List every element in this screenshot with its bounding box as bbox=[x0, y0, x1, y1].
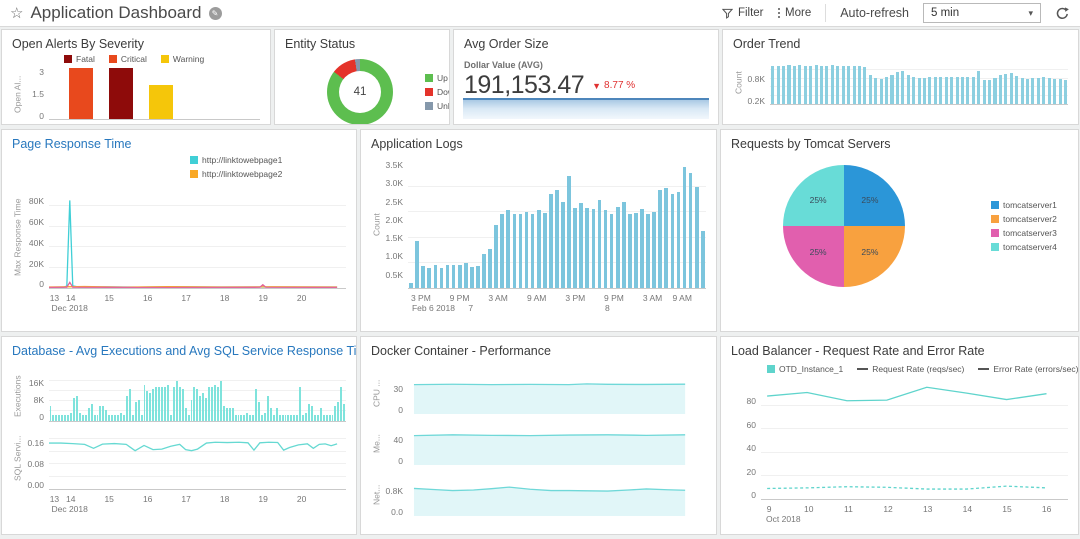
panel-title: Application Logs bbox=[371, 137, 463, 151]
header: ☆ Application Dashboard ✎ Filter More Au… bbox=[0, 0, 1080, 27]
entity-status-legend: UpDownUnknown bbox=[425, 73, 449, 111]
refresh-button[interactable] bbox=[1055, 6, 1070, 21]
delta-value: 8.77 % bbox=[604, 80, 636, 91]
triangle-down-icon: ▼ bbox=[592, 80, 602, 91]
tomcat-pie-chart[interactable]: 25% 25% 25% 25% bbox=[783, 165, 905, 287]
panel-title: Docker Container - Performance bbox=[371, 344, 551, 358]
tomcat-legend: tomcatserver1 tomcatserver2 tomcatserver3 t… bbox=[991, 200, 1057, 252]
y-axis-ticks: 80K 60K 40K 20K 0 bbox=[28, 196, 44, 290]
filter-label: Filter bbox=[737, 7, 764, 19]
kebab-icon bbox=[777, 7, 781, 19]
open-alerts-legend: Fatal Critical Warning bbox=[64, 54, 260, 64]
panel-title: Open Alerts By Severity bbox=[12, 37, 145, 51]
refresh-interval-select[interactable]: 5 min ▾ bbox=[923, 3, 1041, 23]
load-balancer-legend: OTD_Instance_1 Request Rate (reqs/sec) Err… bbox=[767, 364, 1078, 374]
y-axis-label: Net... bbox=[371, 484, 382, 506]
panel-title: Order Trend bbox=[733, 37, 801, 51]
panel-application-logs: Application Logs Count 3.5K 3.0K 2.5K 2.0K 1… bbox=[360, 129, 717, 332]
open-alerts-bar-chart[interactable] bbox=[49, 68, 260, 120]
avg-order-trend-area bbox=[463, 98, 709, 119]
refresh-icon bbox=[1056, 6, 1069, 19]
docker-cpu-area-chart[interactable] bbox=[408, 372, 706, 414]
database-sql-line-chart[interactable] bbox=[49, 426, 346, 490]
panel-title-link[interactable]: Page Response Time bbox=[12, 137, 132, 151]
order-trend-bar-chart[interactable] bbox=[770, 61, 1068, 105]
y-axis-label: Open Al... bbox=[12, 75, 23, 113]
favorite-star-icon[interactable]: ☆ bbox=[10, 4, 24, 22]
panel-title-link[interactable]: Database - Avg Executions and Avg SQL Se… bbox=[12, 344, 357, 358]
dashboard-grid: Open Alerts By Severity Fatal Critical War… bbox=[0, 27, 1080, 535]
metric-label: Dollar Value (AVG) bbox=[464, 60, 543, 70]
panel-docker-performance: Docker Container - Performance CPU ... 3… bbox=[360, 336, 717, 535]
panel-entity-status: Entity Status 41 UpDownUnknown bbox=[274, 29, 450, 125]
refresh-interval-value: 5 min bbox=[931, 7, 960, 19]
autorefresh-label: Auto-refresh bbox=[840, 6, 909, 20]
y-axis-label: Executions bbox=[12, 375, 23, 417]
y-axis-ticks: 16K 8K 0 bbox=[28, 377, 44, 423]
filter-button[interactable]: Filter bbox=[721, 7, 764, 19]
panel-title: Requests by Tomcat Servers bbox=[731, 137, 891, 151]
panel-page-response-time: Page Response Time http://linktowebpage1… bbox=[1, 129, 357, 332]
page-response-line-chart[interactable] bbox=[49, 185, 346, 289]
panel-order-trend: Order Trend Count 0.8K 0.2K bbox=[722, 29, 1079, 125]
x-axis: 13 14 15 16 17 18 19 20 Dec 2018 bbox=[49, 494, 307, 514]
entity-status-donut-chart[interactable]: 41 bbox=[327, 59, 393, 124]
filter-icon bbox=[721, 8, 733, 19]
panel-title: Entity Status bbox=[285, 37, 356, 51]
database-executions-bar-chart[interactable] bbox=[49, 370, 346, 422]
y-axis-ticks: 3 1.5 0 bbox=[32, 67, 44, 121]
y-axis-ticks: 40 0 bbox=[393, 434, 403, 466]
panel-open-alerts: Open Alerts By Severity Fatal Critical War… bbox=[1, 29, 271, 125]
more-label: More bbox=[785, 7, 812, 19]
y-axis-ticks: 0.8K 0.2K bbox=[747, 73, 766, 106]
y-axis-ticks: 80 60 40 20 0 bbox=[746, 396, 756, 501]
panel-tomcat-requests: Requests by Tomcat Servers 25% 25% 25% 25% … bbox=[720, 129, 1079, 332]
separator bbox=[825, 4, 827, 22]
load-balancer-line-chart[interactable] bbox=[761, 382, 1068, 500]
page-title: Application Dashboard bbox=[30, 3, 202, 22]
edit-icon[interactable]: ✎ bbox=[208, 6, 222, 20]
y-axis-label: SQL Servi... bbox=[12, 435, 23, 481]
y-axis-label: Max Response Time bbox=[12, 198, 23, 276]
y-axis-label: Count bbox=[733, 71, 744, 95]
page-response-legend: http://linktowebpage1 http://linktowebpag… bbox=[190, 155, 346, 179]
panel-title: Load Balancer - Request Rate and Error R… bbox=[731, 344, 985, 358]
docker-network-area-chart[interactable] bbox=[408, 474, 706, 516]
panel-database: Database - Avg Executions and Avg SQL Se… bbox=[1, 336, 357, 535]
panel-avg-order-size: Avg Order Size Dollar Value (AVG) 191,15… bbox=[453, 29, 719, 125]
panel-title: Avg Order Size bbox=[464, 37, 549, 51]
y-axis-label: Me... bbox=[371, 434, 382, 454]
application-logs-bar-chart[interactable] bbox=[408, 161, 706, 289]
y-axis-ticks: 0.16 0.08 0.00 bbox=[27, 437, 44, 491]
x-axis: 3 PM 9 PM 3 AM 9 AM 3 PM 9 PM 3 AM 9 AM Feb 6 20… bbox=[410, 293, 692, 313]
panel-load-balancer: Load Balancer - Request Rate and Error R… bbox=[720, 336, 1079, 535]
chevron-down-icon: ▾ bbox=[1028, 7, 1033, 18]
y-axis-ticks: 30 0 bbox=[393, 383, 403, 415]
x-axis: 13 14 15 16 17 18 19 20 Dec 2018 bbox=[49, 293, 307, 313]
more-button[interactable]: More bbox=[777, 7, 812, 19]
y-axis-label: Count bbox=[371, 213, 382, 237]
docker-memory-area-chart[interactable] bbox=[408, 423, 706, 465]
donut-total: 41 bbox=[339, 71, 381, 113]
metric-value: 191,153.47 bbox=[464, 71, 585, 99]
y-axis-label: CPU ... bbox=[371, 379, 382, 407]
y-axis-ticks: 3.5K 3.0K 2.5K 2.0K 1.5K 1.0K 0.5K bbox=[385, 160, 404, 280]
metric-delta: ▼ 8.77 % bbox=[592, 80, 635, 91]
y-axis-ticks: 0.8K 0.0 bbox=[385, 485, 404, 517]
